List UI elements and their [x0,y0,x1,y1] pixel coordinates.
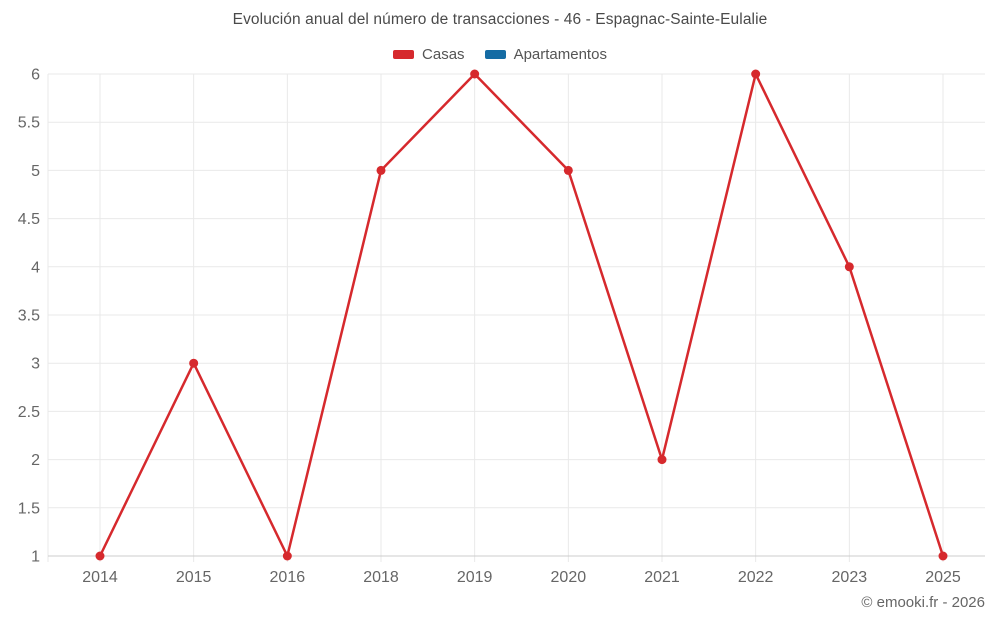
chart-title: Evolución anual del número de transaccio… [232,11,768,28]
y-axis-tick-label: 2 [31,452,40,469]
y-axis-tick-label: 6 [31,67,40,84]
data-point-casas[interactable] [563,165,573,175]
y-axis-tick-label: 1 [31,549,40,566]
y-axis-tick-label: 5 [31,163,40,180]
x-axis-tick-label: 2014 [82,569,118,586]
data-point-casas[interactable] [95,551,105,561]
x-axis-tick-label: 2018 [363,569,399,586]
apartamentos-series-swatch-icon [484,50,506,59]
data-point-casas[interactable] [376,165,386,175]
y-axis-tick-label: 3 [31,356,40,373]
y-axis-tick-label: 3.5 [18,308,40,325]
data-point-casas[interactable] [751,69,761,79]
x-axis-tick-label: 2016 [270,569,306,586]
x-axis-tick-label: 2023 [832,569,868,586]
x-axis-tick-label: 2015 [176,569,212,586]
y-axis-tick-label: 5.5 [18,115,40,132]
data-point-casas[interactable] [657,455,667,465]
chart-legend: Casas Apartamentos [0,46,1000,63]
casas-series-swatch-icon [393,50,415,59]
legend-item-casas[interactable]: Casas [393,46,465,63]
x-axis-tick-label: 2025 [925,569,961,586]
data-point-casas[interactable] [938,551,948,561]
x-axis-tick-label: 2019 [457,569,493,586]
x-axis-tick-label: 2022 [738,569,774,586]
copyright-attribution: © emooki.fr - 2026 [861,594,985,611]
legend-label-apartamentos: Apartamentos [513,46,607,63]
data-point-casas[interactable] [844,262,854,272]
x-axis-tick-label: 2020 [551,569,587,586]
data-point-casas[interactable] [282,551,292,561]
gridlines [47,73,985,562]
y-axis-tick-label: 4 [31,259,40,276]
axis-labels: 1 1.5 2 2.5 3 3.5 4 4.5 5 5.5 6 2014 2015 2016 2018 201… [18,67,961,587]
y-axis-tick-label: 1.5 [18,500,40,517]
data-point-casas[interactable] [470,69,480,79]
legend-label-casas: Casas [422,46,465,63]
series-lines [95,69,948,561]
data-point-casas[interactable] [189,358,199,368]
y-axis-tick-label: 4.5 [18,211,40,228]
series-line-casas [98,72,945,558]
legend-item-apartamentos[interactable]: Apartamentos [484,46,607,63]
y-axis-tick-label: 2.5 [18,404,40,421]
x-axis-tick-label: 2021 [644,569,680,586]
